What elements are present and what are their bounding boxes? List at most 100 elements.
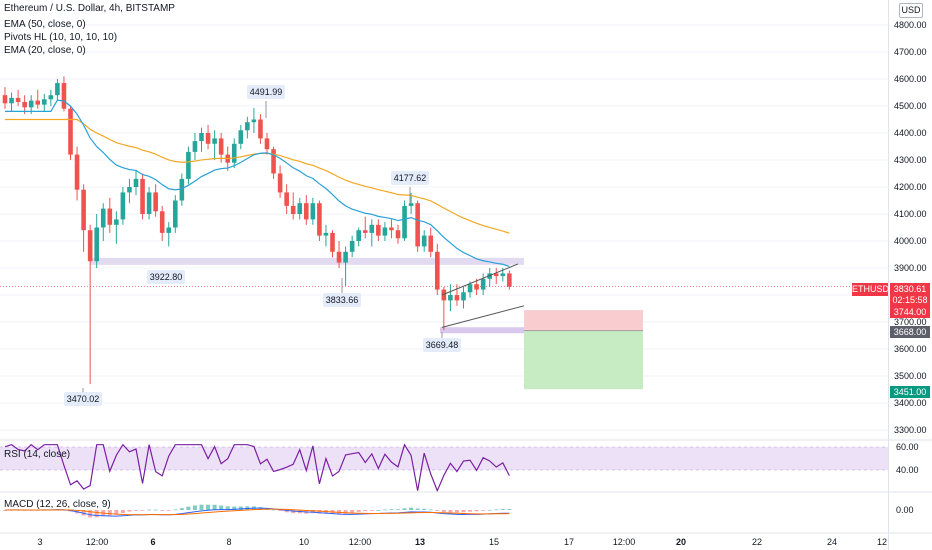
candle-body (74, 154, 80, 190)
candle-body (395, 230, 401, 239)
price-tick: 4100.00 (894, 209, 927, 219)
price-tick: 4600.00 (894, 74, 927, 84)
rsi-pane: 60.00 40.00 (0, 439, 932, 493)
macd-histogram-bar (474, 510, 479, 512)
macd-histogram-bar (94, 510, 99, 518)
candle-body (441, 289, 447, 301)
candle-body (2, 95, 8, 104)
candle-body (68, 108, 73, 155)
support-band (90, 257, 524, 265)
candle-body (343, 251, 348, 263)
price-tick: 4200.00 (894, 182, 927, 192)
macd-histogram-bar (127, 510, 132, 512)
macd-histogram-bar (271, 509, 276, 511)
candle-body (277, 173, 283, 193)
time-tick: 17 (564, 537, 574, 547)
candle-body (238, 130, 244, 144)
rsi-legend[interactable]: RSI (14, close) (4, 449, 71, 460)
candle-body (192, 141, 198, 152)
pivot-label: 3470.02 (67, 394, 100, 404)
pivots-legend[interactable]: Pivots HL (10, 10, 10, 10) (4, 32, 118, 43)
channel-upper-line (441, 263, 519, 296)
candle-body (480, 278, 486, 290)
macd-histogram-bar (147, 509, 152, 511)
candle-body (330, 232, 335, 252)
macd-histogram-bar (382, 509, 387, 511)
candle-body (474, 284, 479, 290)
macd-histogram-bar (310, 510, 315, 514)
candle-body (310, 203, 316, 220)
time-tick: 15 (489, 537, 499, 547)
pivot-label: 3922.80 (150, 272, 183, 282)
candle-body (159, 211, 165, 233)
candle-body (186, 151, 191, 179)
candle-body (467, 284, 473, 293)
rsi-line (4, 443, 510, 493)
macd-histogram-bar (396, 509, 400, 511)
macd-histogram-bar (88, 510, 93, 518)
candle-body (205, 133, 211, 144)
macd-tick: 0.00 (896, 505, 914, 515)
macd-histogram-bar (409, 507, 414, 510)
pivot-label: 3833.66 (326, 295, 359, 305)
price-tick: 4800.00 (894, 20, 927, 30)
price-tick: 4500.00 (894, 101, 927, 111)
candle-body (415, 203, 420, 247)
pivot-label: 4491.99 (250, 87, 283, 97)
stop-price-label: 3744.00 (890, 306, 930, 318)
pivot-labels: 4491.99 3922.80 3470.02 3833.66 4177.62 3669.… (64, 85, 461, 406)
grid-lines (0, 24, 888, 431)
candle-body (120, 192, 126, 220)
macd-histogram-bar (153, 509, 158, 511)
macd-histogram-bar (278, 510, 283, 511)
candle-body (127, 187, 132, 193)
macd-histogram-bar (120, 510, 125, 514)
candle-body (487, 273, 492, 279)
candle-body (500, 273, 506, 277)
macd-legend[interactable]: MACD (12, 26, close, 9) (4, 499, 111, 510)
ema50-legend[interactable]: EMA (50, close, 0) (4, 19, 86, 30)
pivot-label: 3669.48 (426, 340, 459, 350)
price-axis[interactable]: 4800.00 4700.00 4600.00 4500.00 4400.00 4300.… (894, 20, 927, 435)
candle-body (421, 235, 427, 247)
price-tick: 3400.00 (894, 398, 927, 408)
macd-histogram-bar (461, 510, 466, 513)
candle-body (173, 200, 178, 228)
macd-histogram-bar (487, 509, 492, 511)
channel-lower-line (441, 305, 525, 328)
candle-body (493, 273, 499, 277)
currency-button[interactable]: USD (899, 3, 923, 18)
price-tick: 3500.00 (894, 371, 927, 381)
macd-histogram-bar (160, 510, 165, 511)
candle-body (107, 208, 113, 225)
macd-histogram-bar (225, 506, 230, 510)
macd-histogram-bar (199, 504, 204, 510)
time-tick: 10 (299, 537, 309, 547)
macd-histogram-bar (173, 509, 178, 511)
candle-body (15, 97, 21, 102)
macd-histogram-bar (356, 510, 361, 512)
macd-histogram-bar (415, 508, 420, 510)
time-axis[interactable]: 3 12:00 6 8 10 12:00 13 15 17 12:00 20 22 24 12 (0, 532, 932, 547)
symbol-tag: ETHUSD (852, 283, 890, 296)
trendline-drawings (441, 263, 525, 328)
ema-lines (5, 99, 510, 267)
candle-body (297, 203, 303, 214)
candle-body (271, 149, 276, 174)
candle-body (356, 230, 361, 241)
candle-body (461, 292, 466, 301)
candle-body (114, 219, 119, 225)
macd-histogram-bar (343, 510, 348, 514)
candle-body (389, 227, 394, 231)
ema20-legend[interactable]: EMA (20, close, 0) (4, 45, 86, 56)
macd-histogram-bar (441, 510, 446, 512)
macd-histogram-bar (454, 510, 459, 513)
candle-body (133, 178, 139, 187)
macd-histogram-bar (389, 509, 394, 511)
candle-body (290, 205, 296, 214)
time-tick: 6 (150, 537, 155, 547)
candle-body (382, 227, 388, 236)
candle-body (48, 95, 54, 100)
candle-body (245, 122, 250, 131)
